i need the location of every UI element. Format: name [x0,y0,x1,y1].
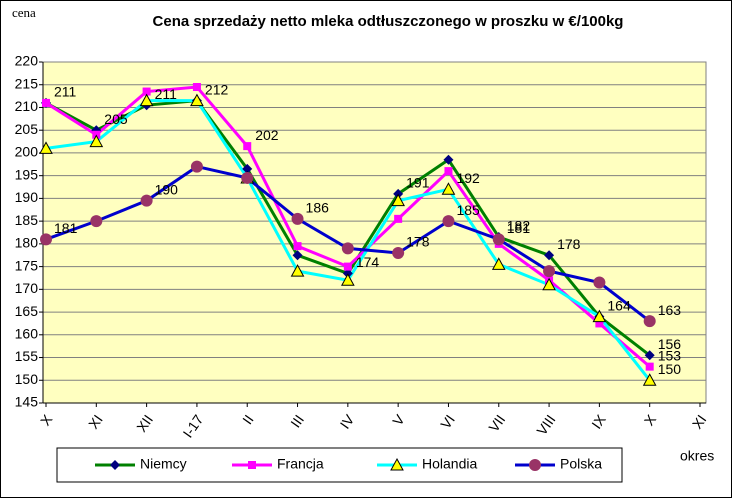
marker [291,212,304,225]
marker [341,273,355,286]
marker [242,163,253,174]
legend-label: Niemcy [140,456,187,472]
y-tick-label: 210 [15,98,39,114]
y-tick-label: 155 [15,348,39,364]
marker [142,87,151,96]
legend-label: Francja [277,456,324,472]
marker [644,350,655,361]
data-label: 191 [406,175,430,191]
marker [190,160,203,173]
marker [140,194,153,207]
data-label: 150 [658,361,682,377]
legend-marker [248,461,256,469]
x-axis-label: okres [680,448,714,464]
marker [491,257,506,270]
data-label: 153 [658,347,682,363]
marker [443,154,454,165]
y-tick-label: 185 [15,212,39,228]
data-label: 164 [607,297,631,313]
marker [40,233,52,246]
marker [343,262,352,271]
marker [139,93,154,107]
y-axis-label: cena [12,5,36,20]
y-tick-label: 150 [15,371,39,387]
marker [243,142,252,151]
data-label: 174 [356,254,380,270]
marker [190,93,204,107]
marker [241,171,254,184]
y-tick-label: 160 [15,326,39,342]
marker [492,233,505,246]
marker [42,98,50,107]
marker [642,373,657,386]
data-label: 181 [507,220,531,236]
legend-marker [529,459,541,471]
y-tick-label: 165 [15,303,39,319]
data-label: 178 [557,236,581,252]
legend-label: Polska [560,456,602,472]
data-label: 202 [255,127,279,143]
marker [341,242,354,255]
data-label: 178 [406,234,430,250]
marker [542,277,556,291]
marker [290,264,305,277]
data-label: 211 [54,84,77,100]
y-tick-label: 195 [15,166,39,182]
marker [293,242,302,251]
data-label: 185 [456,202,480,218]
marker [645,362,654,371]
marker [643,315,656,328]
y-tick-label: 205 [15,121,39,137]
y-tick-label: 180 [15,235,39,251]
marker [39,141,53,154]
marker [441,182,456,195]
data-label: 212 [205,81,229,97]
marker [394,214,403,223]
marker [544,250,555,261]
y-tick-label: 175 [15,257,39,273]
data-label: 205 [104,111,128,127]
marker [592,309,607,323]
y-tick-label: 145 [15,394,39,410]
data-label: 181 [54,220,78,236]
legend-label: Holandia [422,456,477,472]
legend-marker [390,457,404,471]
marker [391,193,405,207]
data-label: 182 [507,218,531,234]
marker [595,319,604,328]
marker [292,250,303,261]
data-label: 192 [456,170,480,186]
y-tick-label: 170 [15,280,39,296]
y-tick-label: 215 [15,75,39,91]
marker [90,215,103,228]
marker [392,246,405,259]
legend-marker [110,460,120,470]
data-label: 190 [155,181,179,197]
y-tick-label: 200 [15,144,39,160]
marker [444,167,453,176]
marker [192,83,201,92]
y-tick-label: 220 [15,53,39,69]
y-tick-label: 190 [15,189,39,205]
marker [89,134,104,148]
data-label: 186 [306,200,330,216]
data-label: 163 [658,302,682,318]
marker [442,215,455,228]
chart-title: Cena sprzedaży netto mleka odtłuszczoneg… [153,13,624,30]
marker [593,276,606,289]
data-label: 156 [658,336,682,352]
marker [543,265,556,278]
data-label: 211 [155,86,178,102]
